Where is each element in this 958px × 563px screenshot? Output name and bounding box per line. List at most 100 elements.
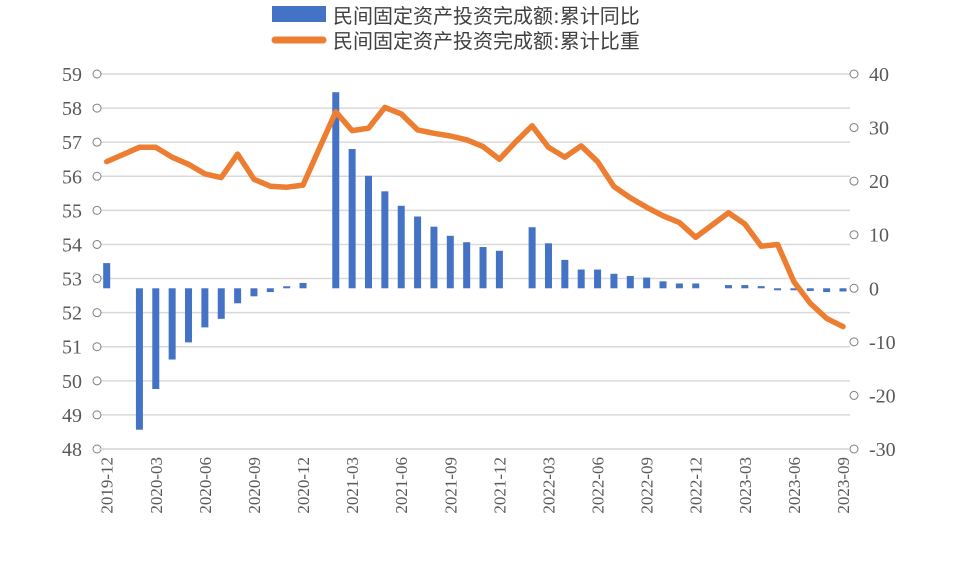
right-tick-label: -30 (869, 439, 896, 461)
bar (643, 277, 651, 289)
right-tick-marker (849, 283, 859, 293)
x-tick-label: 2020-06 (196, 457, 215, 514)
left-tick-label: 59 (62, 64, 82, 86)
x-tick-label: 2020-09 (245, 457, 264, 514)
right-tick-marker (849, 390, 859, 400)
bar (103, 263, 111, 289)
x-tick-label: 2021-06 (392, 457, 411, 514)
bar (577, 269, 585, 289)
left-tick-marker (92, 274, 102, 284)
left-tick-marker (92, 171, 102, 181)
right-tick-label: -20 (869, 385, 896, 407)
bar (790, 288, 798, 291)
left-tick-label: 58 (62, 98, 82, 120)
bar (152, 288, 160, 389)
right-tick-marker (849, 69, 859, 79)
left-tick-marker (92, 69, 102, 79)
bar (757, 286, 765, 289)
x-tick-label: 2023-06 (785, 457, 804, 514)
bar (774, 288, 782, 291)
bar (381, 191, 389, 289)
legend-line-label: 民间固定资产投资完成额:累计比重 (333, 29, 640, 53)
right-tick-marker (849, 444, 859, 454)
bar (299, 282, 307, 289)
left-tick-label: 54 (62, 234, 82, 256)
x-tick-label: 2022-03 (539, 457, 558, 514)
right-tick-marker (849, 176, 859, 186)
bar (806, 288, 814, 291)
bar (626, 275, 634, 289)
left-tick-label: 51 (62, 337, 82, 359)
bar (463, 242, 471, 289)
bar (430, 226, 438, 289)
left-tick-marker (92, 410, 102, 420)
right-tick-label: -10 (869, 332, 896, 354)
left-tick-marker (92, 342, 102, 352)
bar (250, 288, 258, 297)
left-tick-label: 53 (62, 269, 82, 291)
bar (397, 205, 405, 289)
left-tick-label: 55 (62, 200, 82, 222)
bar (364, 175, 372, 289)
left-tick-label: 57 (62, 132, 82, 154)
bar (610, 273, 618, 289)
bar (348, 149, 356, 289)
left-tick-label: 50 (62, 371, 82, 393)
legend-bar-swatch (272, 6, 326, 22)
bar (594, 269, 602, 289)
x-tick-label: 2020-12 (294, 457, 313, 514)
x-tick-label: 2022-09 (638, 457, 657, 514)
left-tick-marker (92, 137, 102, 147)
x-tick-label: 2022-12 (687, 457, 706, 514)
left-tick-marker (92, 103, 102, 113)
legend: 民间固定资产投资完成额:累计同比 民间固定资产投资完成额:累计比重 (271, 4, 640, 53)
bar (675, 283, 683, 289)
bar (561, 259, 569, 289)
right-tick-label: 30 (869, 118, 889, 140)
right-tick-label: 0 (869, 278, 879, 300)
right-tick-marker (849, 230, 859, 240)
left-tick-marker (92, 308, 102, 318)
right-tick-label: 40 (869, 64, 889, 86)
x-tick-label: 2021-09 (441, 457, 460, 514)
bar (659, 281, 667, 289)
bar (414, 216, 422, 289)
bar (528, 227, 536, 289)
bar (741, 285, 749, 289)
bar (201, 288, 209, 328)
x-tick-label: 2023-03 (736, 457, 755, 514)
left-tick-label: 48 (62, 439, 82, 461)
bar (266, 288, 274, 293)
bar (283, 286, 291, 289)
bar (724, 285, 732, 289)
x-tick-label: 2021-03 (343, 457, 362, 514)
legend-bar-label: 民间固定资产投资完成额:累计同比 (333, 4, 640, 28)
right-tick-label: 20 (869, 171, 889, 193)
bar (823, 288, 831, 293)
left-tick-label: 56 (62, 166, 82, 188)
right-tick-label: 10 (869, 225, 889, 247)
right-tick-marker (849, 123, 859, 133)
bar (544, 243, 552, 289)
bar (692, 283, 700, 289)
x-tick-label: 2021-12 (490, 457, 509, 514)
left-tick-marker (92, 239, 102, 249)
x-tick-label: 2022-06 (589, 457, 608, 514)
right-tick-marker (849, 337, 859, 347)
x-tick-label: 2023-09 (834, 457, 853, 514)
left-tick-marker (92, 205, 102, 215)
bar (479, 247, 487, 289)
line-path (103, 104, 846, 330)
x-tick-label: 2019-12 (98, 457, 117, 514)
left-tick-label: 52 (62, 303, 82, 325)
bar (234, 288, 242, 304)
left-tick-marker (92, 376, 102, 386)
bar-series (103, 92, 847, 430)
x-tick-label: 2020-03 (147, 457, 166, 514)
bar (446, 235, 454, 289)
bar (332, 92, 340, 289)
bar (495, 250, 503, 289)
bar (839, 288, 847, 292)
x-axis: 2019-12 2020-03 2020-06 2020-09 2020-12 2021-… (98, 448, 853, 514)
